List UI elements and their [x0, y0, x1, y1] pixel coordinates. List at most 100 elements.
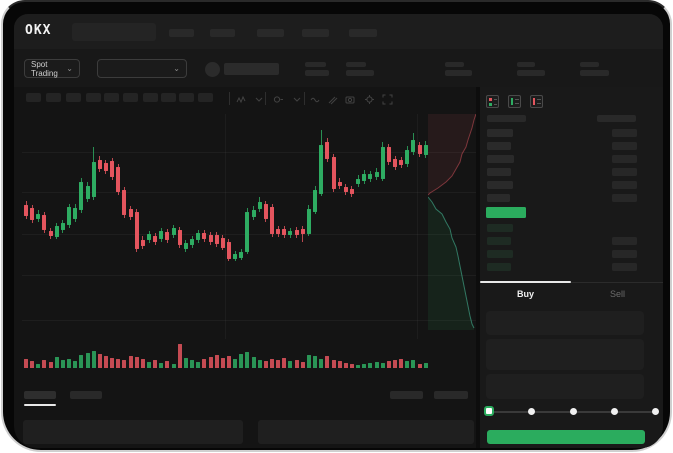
market-type-dropdown[interactable]: Spot Trading ⌄ — [24, 59, 80, 78]
volume-bar — [300, 362, 305, 368]
volume-chart — [22, 340, 428, 368]
volume-bar — [85, 353, 90, 368]
bid-row-amount — [612, 237, 637, 245]
volume-bar — [294, 360, 299, 368]
candle — [85, 186, 90, 199]
ask-row-amount — [612, 194, 637, 202]
book-asks-view-icon[interactable] — [530, 95, 543, 108]
bid-row-price — [487, 263, 511, 271]
chart-type-icon[interactable] — [236, 92, 248, 104]
draw-pencil-icon[interactable] — [327, 92, 339, 105]
slider-stop[interactable] — [528, 407, 536, 415]
gridline — [22, 320, 477, 321]
volume-bar — [97, 354, 102, 368]
volume-bar — [263, 361, 268, 368]
volume-bar — [337, 361, 342, 368]
pair-dropdown[interactable]: ⌄ — [97, 59, 187, 78]
interval-button[interactable] — [66, 93, 81, 102]
tab-buy[interactable]: Buy — [516, 289, 534, 299]
total-input[interactable] — [486, 374, 644, 399]
tab-sell[interactable]: Sell — [609, 289, 625, 299]
volume-bar — [319, 359, 324, 368]
slider-stop[interactable] — [652, 407, 659, 415]
interval-button[interactable] — [161, 93, 176, 102]
candle — [405, 150, 410, 164]
candle — [208, 235, 213, 242]
chevron-down-icon: ⌄ — [173, 63, 180, 73]
candle — [97, 160, 102, 169]
volume-bar — [251, 357, 256, 368]
interval-button[interactable] — [46, 93, 61, 102]
active-tab-underline — [24, 404, 56, 406]
tabbar-divider — [480, 282, 663, 283]
panel-action[interactable] — [390, 391, 423, 399]
candle — [331, 157, 336, 189]
nav-item[interactable] — [302, 29, 329, 37]
candle — [110, 161, 115, 177]
nav-item[interactable] — [169, 29, 194, 37]
nav-item[interactable] — [257, 29, 284, 37]
candle — [423, 145, 428, 155]
volume-bar — [134, 357, 139, 368]
panel-action[interactable] — [434, 391, 468, 399]
volume-bar — [24, 359, 28, 368]
volume-bar — [116, 359, 121, 368]
book-bids-view-icon[interactable] — [508, 95, 521, 108]
tab-order-history[interactable] — [70, 391, 102, 399]
volume-bar — [411, 360, 416, 368]
candle — [349, 189, 354, 194]
interval-button[interactable] — [26, 93, 41, 102]
stat-value-placeholder — [305, 70, 329, 76]
volume-bar — [36, 364, 41, 368]
buy-submit-button[interactable] — [487, 430, 645, 444]
volume-bar — [386, 361, 391, 368]
volume-bar — [257, 360, 262, 368]
interval-button[interactable] — [123, 93, 138, 102]
gridline — [22, 152, 477, 153]
candle — [417, 145, 422, 154]
interval-button[interactable] — [104, 93, 119, 102]
candle — [257, 202, 262, 209]
volume-bar — [368, 363, 373, 368]
settings-gear-icon[interactable] — [364, 92, 376, 104]
nav-item[interactable] — [210, 29, 235, 37]
interval-button[interactable] — [143, 93, 158, 102]
chevron-down-icon[interactable] — [254, 92, 266, 104]
stat-label-placeholder — [517, 62, 535, 67]
candle — [239, 252, 244, 258]
chevron-down-icon[interactable] — [292, 92, 304, 104]
stat-value-placeholder — [517, 70, 545, 76]
slider-handle[interactable] — [484, 406, 494, 416]
last-price-highlight[interactable] — [486, 207, 526, 218]
interval-button[interactable] — [179, 93, 194, 102]
stat-label-placeholder — [445, 62, 464, 67]
line-tool-icon[interactable] — [310, 92, 322, 104]
price-input[interactable] — [486, 311, 644, 335]
tab-open-orders[interactable] — [24, 391, 56, 399]
ask-row-price — [487, 155, 514, 163]
camera-snapshot-icon[interactable] — [345, 92, 357, 104]
volume-bar — [417, 364, 422, 368]
candle — [42, 215, 47, 230]
interval-button[interactable] — [198, 93, 213, 102]
volume-bar — [159, 363, 164, 368]
candle — [54, 226, 59, 237]
candle — [337, 182, 342, 186]
book-split-view-icon[interactable] — [486, 95, 499, 108]
volume-bar — [190, 360, 195, 368]
amount-input[interactable] — [486, 339, 644, 370]
slider-stop[interactable] — [610, 407, 618, 415]
volume-bar — [177, 344, 182, 368]
toolbar-divider — [265, 92, 266, 105]
pair-header: Spot Trading ⌄ ⌄ — [14, 49, 663, 87]
volume-bar — [79, 355, 84, 368]
indicator-icon[interactable] — [273, 92, 285, 104]
stat-label-placeholder — [580, 62, 599, 67]
slider-stop[interactable] — [569, 407, 577, 415]
fullscreen-icon[interactable] — [382, 92, 394, 105]
search-input[interactable] — [72, 23, 156, 41]
nav-item[interactable] — [349, 29, 377, 37]
interval-button[interactable] — [86, 93, 101, 102]
candle — [399, 160, 404, 165]
amount-slider[interactable] — [484, 403, 659, 419]
